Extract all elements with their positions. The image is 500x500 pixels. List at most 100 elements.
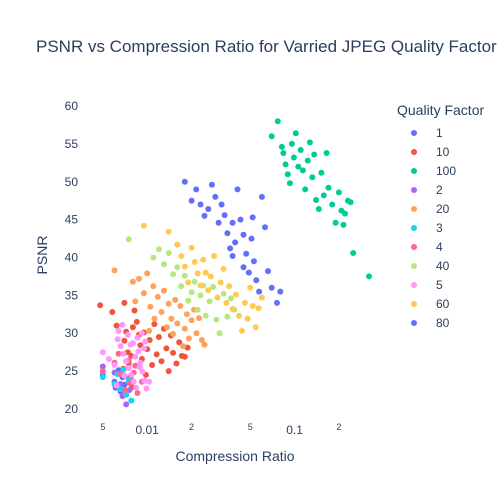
- data-point: [188, 244, 195, 251]
- data-point: [178, 253, 185, 259]
- legend-label: 40: [436, 259, 450, 273]
- data-point: [154, 293, 161, 300]
- data-point: [262, 224, 268, 231]
- legend-item-80[interactable]: 80: [411, 316, 450, 330]
- data-point: [99, 363, 106, 370]
- legend-marker: [411, 320, 417, 326]
- data-point: [329, 201, 336, 208]
- data-point: [211, 253, 218, 259]
- x-tick-label: 0.01: [136, 423, 160, 437]
- data-point: [290, 154, 297, 161]
- data-point: [227, 245, 234, 252]
- data-point: [185, 279, 192, 286]
- data-point: [249, 214, 256, 221]
- legend-item-2[interactable]: 2: [411, 183, 443, 197]
- series-10: [97, 299, 191, 390]
- legend-item-60[interactable]: 60: [411, 297, 450, 311]
- data-point: [128, 371, 135, 378]
- data-point: [144, 270, 151, 277]
- data-point: [216, 330, 223, 337]
- legend-label: 20: [436, 202, 450, 216]
- data-point: [234, 186, 241, 193]
- data-point: [155, 246, 162, 253]
- data-point: [168, 315, 175, 322]
- data-point: [174, 264, 181, 271]
- data-point: [243, 250, 250, 257]
- data-point: [181, 263, 188, 270]
- data-point: [268, 133, 275, 140]
- y-tick-label: 55: [65, 137, 79, 151]
- data-point: [147, 303, 154, 310]
- data-point: [131, 307, 138, 314]
- data-point: [149, 362, 156, 368]
- data-point: [245, 269, 252, 276]
- data-point: [191, 259, 198, 265]
- data-point: [306, 139, 313, 146]
- legend-marker: [411, 263, 417, 269]
- data-point: [170, 331, 177, 337]
- data-point: [188, 197, 195, 204]
- data-point: [174, 241, 181, 248]
- legend-item-20[interactable]: 20: [411, 202, 450, 216]
- data-point: [134, 390, 141, 396]
- data-point: [250, 258, 257, 265]
- data-point: [133, 384, 139, 391]
- data-point: [97, 302, 104, 309]
- data-point: [265, 268, 271, 275]
- y-axis-title: PSNR: [34, 236, 50, 275]
- data-point: [151, 321, 158, 328]
- legend-item-1[interactable]: 1: [411, 126, 443, 140]
- legend-label: 5: [436, 278, 443, 292]
- data-point: [113, 382, 120, 389]
- data-point: [258, 294, 265, 301]
- data-point: [229, 219, 236, 226]
- data-point: [132, 353, 139, 360]
- data-point: [347, 199, 354, 206]
- data-point: [282, 161, 289, 168]
- x-minor-tick-label: 5: [100, 422, 105, 432]
- legend-label: 60: [436, 297, 450, 311]
- legend-item-3[interactable]: 3: [411, 221, 443, 235]
- legend-item-4[interactable]: 4: [411, 240, 443, 254]
- data-point: [120, 366, 127, 373]
- data-point: [247, 284, 254, 291]
- data-point: [220, 290, 227, 297]
- legend[interactable]: Quality Factor 1 10 100 2 20 3 4 40 5 60 80: [397, 102, 484, 330]
- data-point: [304, 157, 311, 164]
- data-point: [274, 299, 280, 306]
- data-point: [201, 212, 208, 219]
- data-point: [135, 348, 142, 355]
- data-point: [146, 378, 153, 385]
- data-point: [248, 235, 255, 242]
- data-point: [249, 303, 256, 309]
- data-point: [184, 344, 191, 351]
- y-tick-label: 45: [65, 213, 79, 227]
- legend-item-10[interactable]: 10: [411, 145, 450, 159]
- data-point: [178, 283, 185, 290]
- data-point: [202, 312, 209, 319]
- data-point: [196, 315, 203, 322]
- series-5: [99, 321, 153, 392]
- legend-marker: [411, 282, 417, 288]
- data-point: [130, 378, 137, 385]
- legend-item-40[interactable]: 40: [411, 259, 450, 273]
- data-point: [197, 292, 204, 299]
- data-point: [218, 201, 225, 208]
- data-point: [229, 253, 236, 259]
- legend-item-100[interactable]: 100: [411, 164, 456, 178]
- x-minor-tick-label: 5: [248, 422, 253, 432]
- data-point: [114, 336, 121, 343]
- x-minor-tick-label: 2: [189, 422, 194, 432]
- data-point: [325, 184, 332, 191]
- data-point: [176, 339, 183, 346]
- data-point: [295, 163, 302, 170]
- data-point: [165, 250, 172, 256]
- data-point: [232, 239, 239, 246]
- data-point: [120, 350, 127, 357]
- data-point: [197, 201, 204, 208]
- data-point: [165, 300, 172, 307]
- legend-item-5[interactable]: 5: [411, 278, 443, 292]
- data-point: [226, 283, 233, 290]
- data-point: [340, 221, 347, 228]
- data-point: [292, 130, 299, 137]
